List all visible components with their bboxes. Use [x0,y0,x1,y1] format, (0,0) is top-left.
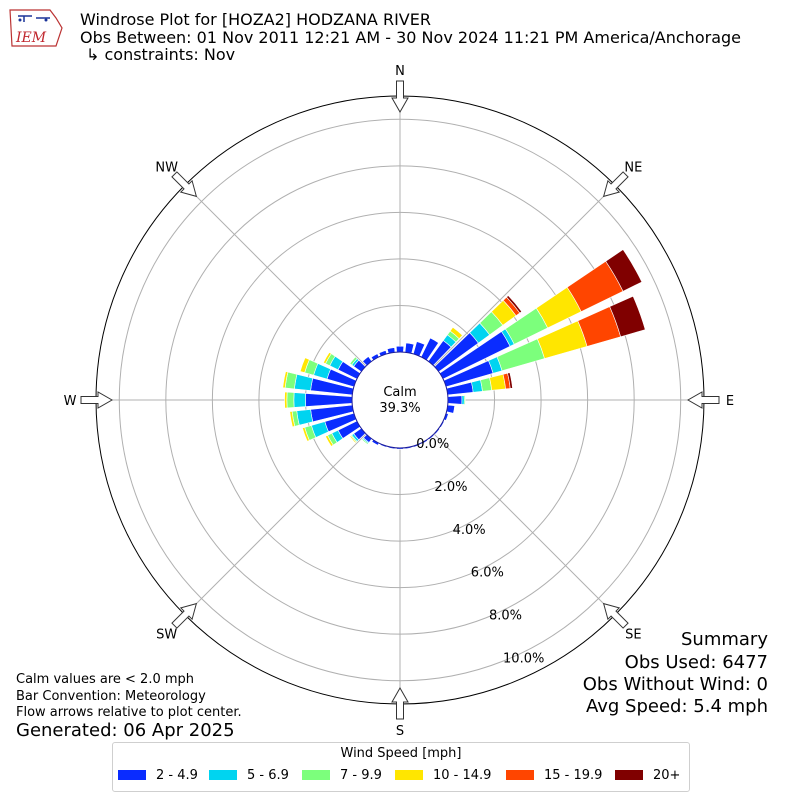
windrose-bar-segment [605,249,643,292]
legend-label: 5 - 6.9 [247,767,289,783]
windrose-bar-segment [289,411,296,428]
legend-item-15-19.9: 15 - 19.9 [506,767,602,783]
compass-label-ne: NE [624,161,642,176]
legend-label: 7 - 9.9 [340,767,382,783]
flow-arrow [602,171,629,198]
windrose-bar-segment [609,295,646,338]
flow-arrow [391,686,409,720]
compass-label-sw: SW [156,627,177,642]
constraints-label: ↳ constraints: Nov [86,45,236,64]
compass-label-nw: NW [155,161,178,176]
legend-title: Wind Speed [mph] [340,746,462,761]
flow-arrow [80,391,114,409]
radial-tick-label: 0.0% [416,437,449,452]
compass-label-n: N [395,64,405,79]
windrose-bar-segment [463,395,466,405]
windrose-bar-segment [282,371,289,389]
legend-swatch [118,770,146,780]
calm-circle [351,351,449,449]
flow-arrow [391,80,409,114]
legend-item-7-9.9: 7 - 9.9 [302,767,382,783]
legend-swatch [615,770,643,780]
angular-gridline [184,433,367,616]
legend-label: 2 - 4.9 [156,767,198,783]
legend-swatch [395,770,423,780]
bar-convention-note: Bar Convention: Meteorology [16,689,206,704]
legend-swatch [209,770,237,780]
flow-note: Flow arrows relative to plot center. [16,705,242,720]
radial-tick-label: 2.0% [434,480,467,495]
legend-label: 20+ [653,767,681,783]
flow-arrow [602,602,629,629]
calm-value: 39.3% [379,401,420,416]
windrose-bar-segment [449,326,463,340]
windrose-bar-segment [284,391,288,409]
windrose-bar-segment [293,392,307,408]
windrose-bar-segment [349,435,357,444]
legend-item-10-14.9: 10 - 14.9 [395,767,491,783]
windrose-bar-segment [361,438,369,445]
radial-tick-label: 10.0% [503,651,544,666]
logo-text: IEM [15,30,47,46]
legend-swatch [302,770,330,780]
calm-note: Calm values are < 2.0 mph [16,672,195,687]
radial-tick-label: 4.0% [453,523,486,538]
legend-item-5-6.9: 5 - 6.9 [209,767,289,783]
summary-avg-speed: Avg Speed: 5.4 mph [586,696,768,717]
summary-obs-used: Obs Used: 6477 [624,652,768,673]
generated-date: Generated: 06 Apr 2025 [16,720,235,741]
iem-logo: IEM [9,9,63,47]
compass-label-se: SE [625,627,641,642]
angular-gridline [433,184,616,367]
windrose-bar-segment [325,434,334,447]
angular-gridline [433,433,616,616]
calm-label: Calm [383,385,416,400]
summary-title: Summary [681,629,768,650]
summary-obs-without-wind: Obs Without Wind: 0 [582,674,768,695]
windrose-bar-segment [447,395,463,405]
legend: Wind Speed [mph] 2 - 4.9 5 - 6.9 7 - 9.9… [112,742,690,792]
chart-subtitle: Obs Between: 01 Nov 2011 12:21 AM - 30 N… [80,28,741,47]
chart-title: Windrose Plot for [HOZA2] HODZANA RIVER [80,10,431,29]
windrose-bar-segment [349,356,358,366]
compass-label-s: S [396,724,404,739]
flow-arrow [171,171,198,198]
legend-swatch [506,770,534,780]
legend-label: 15 - 19.9 [544,767,603,783]
windrose-bar-segment [507,372,513,389]
compass-label-w: W [64,394,77,409]
angular-gridline [184,184,367,367]
windrose-bar-segment [299,357,310,374]
windrose-bar-segment [506,295,523,314]
windrose-bar-segment [286,391,295,409]
radial-tick-label: 8.0% [489,609,522,624]
flow-arrow [686,391,720,409]
windrose-bar-segment [302,426,310,442]
legend-item-2-4.9: 2 - 4.9 [118,767,198,783]
radial-tick-label: 6.0% [471,566,504,581]
windrose-bar-segment [395,345,405,353]
legend-item-20plus: 20+ [615,767,680,783]
windrose-bar-segment [322,351,332,365]
compass-label-e: E [726,394,734,409]
flow-arrow [171,602,198,629]
legend-label: 10 - 14.9 [433,767,492,783]
